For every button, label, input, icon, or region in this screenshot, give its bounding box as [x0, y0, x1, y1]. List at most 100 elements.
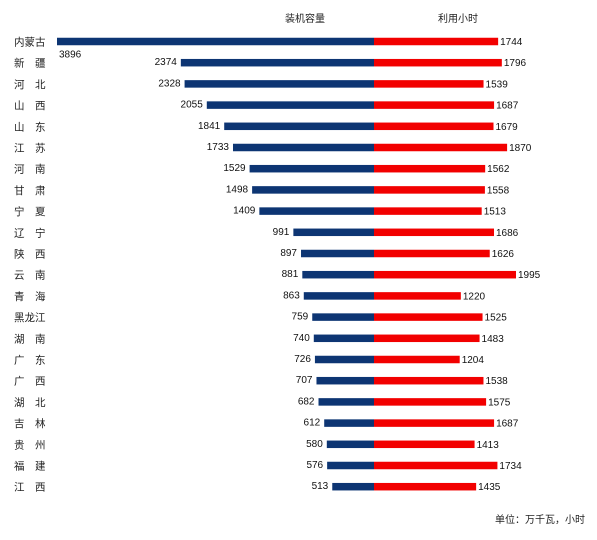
capacity-value-label: 513: [312, 481, 329, 492]
hours-value-label: 1204: [462, 355, 485, 366]
capacity-bar: [259, 207, 374, 215]
province-label: 辽 宁: [14, 226, 46, 239]
hours-value-label: 1687: [496, 101, 519, 112]
province-label: 广 西: [14, 376, 46, 388]
hours-bar: [374, 398, 487, 406]
hours-bar: [374, 334, 480, 343]
province-label: 云 南: [14, 269, 46, 282]
province-label: 青 海: [14, 290, 46, 303]
series-header-capacity: 装机容量: [285, 12, 325, 25]
series-header-hours: 利用小时: [438, 13, 478, 25]
province-label: 山 东: [14, 120, 46, 133]
capacity-value-label: 3896: [59, 50, 82, 61]
province-label: 江 苏: [14, 142, 46, 155]
capacity-value-label: 991: [273, 227, 290, 238]
capacity-value-label: 2328: [158, 78, 181, 89]
province-label: 新 疆: [14, 57, 46, 70]
capacity-bar: [252, 186, 374, 194]
unit-label: 单位：万千瓦，小时: [495, 515, 585, 526]
hours-value-label: 1686: [496, 228, 519, 239]
province-label: 江 西: [14, 482, 46, 494]
hours-value-label: 1734: [499, 461, 522, 472]
capacity-bar: [332, 482, 374, 491]
capacity-value-label: 897: [280, 248, 297, 259]
hours-bar: [374, 376, 484, 385]
hours-bar: [374, 207, 482, 215]
capacity-bar: [224, 122, 374, 131]
capacity-bar: [326, 440, 374, 449]
hours-bar: [374, 355, 460, 364]
hours-bar: [374, 249, 490, 258]
capacity-bar: [57, 37, 374, 46]
hours-value-label: 1538: [485, 376, 508, 387]
hours-value-label: 1687: [496, 419, 519, 430]
capacity-bar: [180, 58, 374, 67]
capacity-bar: [293, 228, 374, 237]
province-label: 黑龙江: [14, 311, 46, 324]
hours-value-label: 1870: [509, 143, 532, 154]
capacity-bar: [302, 270, 374, 279]
hours-value-label: 1413: [477, 440, 500, 451]
hours-value-label: 1513: [484, 207, 507, 218]
hours-value-label: 1220: [463, 291, 486, 302]
capacity-bar: [206, 101, 374, 109]
series-headers: 装机容量 利用小时: [285, 12, 478, 25]
capacity-value-label: 759: [292, 312, 309, 323]
province-label: 内蒙古: [14, 36, 46, 49]
hours-value-label: 1558: [487, 185, 510, 196]
capacity-value-label: 1841: [198, 121, 221, 132]
hours-value-label: 1744: [500, 37, 523, 48]
province-label: 宁 夏: [14, 205, 46, 218]
capacity-value-label: 740: [293, 333, 310, 344]
hours-bar: [374, 482, 477, 491]
hours-value-label: 1995: [518, 270, 541, 281]
capacity-bar: [316, 376, 374, 385]
hours-value-label: 1626: [492, 249, 515, 260]
capacity-value-label: 881: [282, 269, 299, 280]
hours-bar: [374, 270, 516, 279]
hours-bar: [374, 143, 508, 152]
hours-bar: [374, 292, 461, 300]
hours-value-label: 1562: [487, 164, 510, 175]
capacity-bar: [184, 80, 374, 88]
province-label: 福 建: [14, 460, 46, 473]
hours-value-label: 1796: [504, 58, 527, 69]
hours-bar: [374, 122, 494, 131]
capacity-value-label: 1409: [233, 206, 256, 217]
capacity-bar: [301, 249, 374, 258]
province-label: 山 西: [14, 100, 46, 112]
capacity-bar: [314, 355, 374, 364]
capacity-bar: [312, 313, 374, 321]
capacity-value-label: 612: [304, 418, 321, 429]
province-label: 湖 北: [14, 397, 46, 409]
province-label: 陕 西: [14, 248, 46, 261]
hours-bar: [374, 37, 499, 46]
capacity-bar: [313, 334, 374, 343]
hours-bar: [374, 101, 495, 109]
province-label: 广 东: [14, 354, 46, 367]
hours-value-label: 1435: [478, 482, 501, 493]
province-label: 甘 肃: [14, 184, 46, 197]
hours-bar: [374, 186, 485, 194]
hours-bar: [374, 419, 495, 427]
province-label: 湖 南: [14, 332, 46, 345]
hours-bar: [374, 461, 498, 470]
capacity-bar: [303, 292, 374, 300]
hours-bar: [374, 58, 502, 67]
capacity-bar: [327, 461, 374, 470]
hours-value-label: 1575: [488, 397, 511, 408]
capacity-value-label: 1529: [223, 163, 246, 174]
hours-bar: [374, 313, 483, 321]
capacity-value-label: 576: [306, 460, 323, 471]
capacity-bar: [324, 419, 374, 427]
capacity-value-label: 2055: [181, 100, 204, 111]
hours-value-label: 1525: [485, 313, 508, 324]
province-label: 吉 林: [14, 417, 46, 430]
hours-bar: [374, 440, 475, 449]
capacity-bar: [232, 143, 374, 152]
capacity-value-label: 726: [294, 354, 311, 365]
capacity-value-label: 707: [296, 375, 313, 386]
capacity-bar: [318, 398, 374, 406]
province-label: 贵 州: [14, 438, 46, 451]
